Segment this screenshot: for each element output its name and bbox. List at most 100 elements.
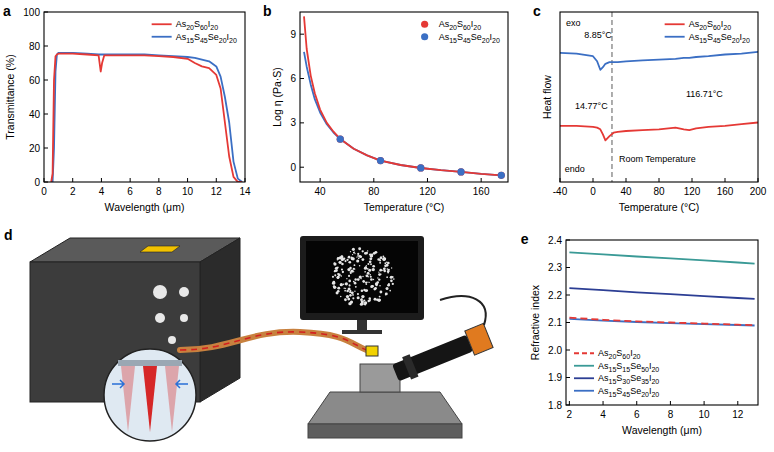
monitor-base [342, 330, 382, 334]
speckle [388, 283, 390, 285]
speckle [368, 300, 370, 302]
speckle [353, 268, 355, 270]
annotation: 14.77°C [575, 101, 608, 111]
speckle [365, 289, 368, 292]
speckle [349, 267, 351, 269]
x-tick-label: 2 [567, 409, 573, 420]
x-tick-label: 14 [239, 186, 251, 197]
speckle [357, 293, 359, 295]
x-tick [130, 178, 131, 182]
legend-label: As20S60I20 [176, 19, 219, 31]
series-point [498, 172, 505, 179]
x-tick [692, 178, 693, 182]
speckle [361, 298, 363, 300]
speckle [369, 282, 370, 283]
plot-frame [44, 12, 245, 182]
speckle [352, 248, 355, 251]
speckle [356, 259, 359, 262]
speckle [366, 265, 367, 266]
speckle [367, 272, 370, 275]
speckle [390, 276, 393, 279]
speckle [391, 267, 392, 268]
speckle [372, 268, 375, 271]
warning-label [140, 246, 180, 252]
y-tick [566, 267, 570, 268]
speckle [350, 291, 351, 292]
speckle [344, 298, 347, 301]
stage-side [308, 424, 462, 438]
series-point [337, 136, 344, 143]
speckle [379, 262, 381, 264]
panel-letter: b [263, 3, 272, 19]
speckle [369, 269, 371, 271]
speckle [390, 279, 393, 282]
speckle [334, 274, 336, 276]
speckle [375, 282, 378, 285]
y-tick [300, 167, 304, 168]
x-tick-label: 0 [590, 186, 596, 197]
speckle [363, 299, 365, 301]
legend-symbol [574, 390, 594, 392]
speckle [369, 274, 371, 276]
x-tick-label: 40 [620, 186, 632, 197]
x-tick [72, 178, 73, 182]
x-tick-label: 40 [315, 186, 327, 197]
speckle [350, 290, 352, 292]
speckle [367, 268, 369, 270]
speckle [349, 291, 351, 293]
speckle [334, 270, 336, 272]
y-tick [44, 114, 48, 115]
series-line [560, 52, 758, 70]
y-tick-label: 6 [290, 73, 296, 84]
x-tick [603, 401, 604, 405]
y-tick [566, 295, 570, 296]
speckle [371, 254, 373, 256]
x-axis-title: Wavelength (μm) [622, 424, 702, 436]
legend: As20S60I20As15S45Se20I20 [152, 19, 237, 44]
speckle [383, 270, 385, 272]
speckle [386, 276, 388, 278]
x-tick-label: 10 [182, 186, 194, 197]
speckle [383, 268, 385, 270]
y-tick-label: 3 [290, 117, 296, 128]
speckle [333, 285, 335, 287]
series-line [569, 318, 754, 326]
speckle [354, 264, 356, 266]
panel-letter: c [533, 3, 541, 19]
x-tick [569, 401, 570, 405]
speckle [387, 272, 389, 274]
y-tick-label: 2.2 [548, 290, 562, 301]
speckle [357, 278, 360, 281]
speckle [357, 296, 360, 299]
y-tick-label: 40 [29, 109, 41, 120]
y-tick-label: 20 [29, 143, 41, 154]
speckle [369, 297, 371, 299]
speckle [372, 269, 374, 271]
speckle [378, 272, 379, 273]
series-line [304, 16, 501, 175]
speckle [369, 260, 372, 263]
speckle [369, 257, 372, 260]
speckle [353, 271, 354, 272]
x-tick-label: 8 [668, 409, 674, 420]
speckle [386, 261, 388, 263]
inset [104, 349, 196, 441]
speckle [344, 260, 346, 262]
legend-label: As20S60I20 [689, 19, 732, 31]
speckle [341, 263, 344, 266]
laser-port [153, 285, 167, 299]
legend-symbol [665, 23, 685, 25]
speckle [352, 257, 355, 260]
speckle [366, 289, 368, 291]
inset-beam [121, 366, 135, 432]
speckle [386, 264, 389, 267]
legend: As20S60I20As15S15Se50I20As15S30Se35I20As… [574, 348, 659, 398]
speckle [360, 299, 362, 301]
inset-beam [143, 366, 157, 432]
speckle [344, 290, 346, 292]
legend-label: As20S60I20 [598, 348, 641, 360]
legend-label: As15S45Se20I20 [598, 386, 659, 398]
speckle [383, 267, 386, 270]
x-tick-label: 10 [699, 409, 711, 420]
series-point [417, 164, 424, 171]
